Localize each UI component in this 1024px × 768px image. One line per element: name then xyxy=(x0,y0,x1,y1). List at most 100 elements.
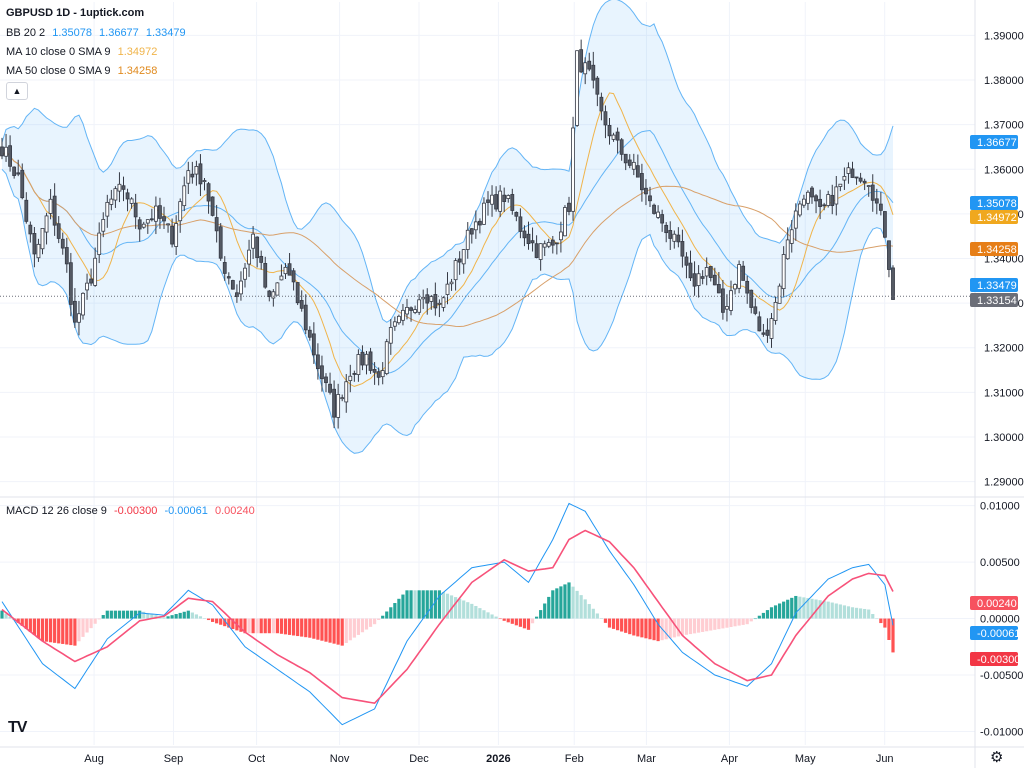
price-tag: 1.36677 xyxy=(977,137,1017,149)
candle-body xyxy=(530,240,535,244)
candle-body xyxy=(534,243,539,258)
macd-histogram-bar xyxy=(441,592,446,619)
macd-histogram-bar xyxy=(0,610,4,619)
macd-histogram-bar xyxy=(227,618,231,628)
macd-histogram-bar xyxy=(28,618,32,632)
macd-histogram-bar xyxy=(53,618,57,643)
candle-body xyxy=(190,173,195,178)
macd-histogram-bar xyxy=(61,618,65,644)
candle-body xyxy=(854,176,859,179)
time-tick-label: Nov xyxy=(330,753,350,765)
candle-body xyxy=(77,313,81,323)
bb-legend[interactable]: BB 20 2 1.35078 1.36677 1.33479 xyxy=(6,27,190,39)
macd-histogram-bar xyxy=(806,598,810,619)
candle-body xyxy=(328,383,332,393)
macd-histogram-bar xyxy=(231,618,235,629)
macd-histogram-bar xyxy=(373,618,377,625)
candle-body xyxy=(429,296,434,302)
macd-histogram-bar xyxy=(182,611,186,619)
macd-histogram-bar xyxy=(32,618,36,636)
candle-body xyxy=(121,185,126,190)
candle-body xyxy=(384,341,389,374)
candle-body xyxy=(186,170,191,184)
candle-body xyxy=(243,267,247,280)
chart-title: GBPUSD 1D - 1uptick.com xyxy=(6,7,145,19)
macd-histogram-bar xyxy=(65,618,69,645)
collapse-legend-button[interactable]: ▲ xyxy=(6,82,28,100)
candle-body xyxy=(89,278,93,284)
candle-body xyxy=(542,243,547,248)
candle-body xyxy=(733,284,737,290)
candle-body xyxy=(611,134,616,140)
candle-body xyxy=(518,216,523,232)
candle-body xyxy=(644,187,648,195)
macd-histogram-bar xyxy=(668,618,672,639)
macd-histogram-bar xyxy=(575,590,579,619)
macd-histogram-bar xyxy=(287,618,292,635)
macd-histogram-bar xyxy=(308,618,312,638)
macd-histogram-bar xyxy=(543,603,547,619)
candle-body xyxy=(538,243,543,260)
macd-histogram-bar xyxy=(360,618,365,633)
bb-legend-basis: 1.35078 xyxy=(52,27,92,39)
candle-body xyxy=(559,231,563,241)
macd-histogram-bar xyxy=(522,618,527,629)
macd-histogram-bar xyxy=(883,618,887,628)
candle-body xyxy=(230,280,235,290)
macd-histogram-bar xyxy=(879,618,883,624)
candle-body xyxy=(68,262,73,305)
candle-body xyxy=(721,288,725,313)
macd-histogram-bar xyxy=(871,614,875,619)
candle-body xyxy=(579,49,584,73)
candle-body xyxy=(251,233,256,249)
macd-histogram-bar xyxy=(652,618,656,641)
candle-body xyxy=(607,125,612,137)
candle-body xyxy=(396,315,401,324)
chart-title-legend: GBPUSD 1D - 1uptick.com xyxy=(6,7,148,19)
candle-body xyxy=(170,225,175,245)
macd-histogram-bar xyxy=(765,610,770,619)
price-tick-label: 1.29000 xyxy=(984,477,1024,489)
candle-body xyxy=(24,199,29,222)
price-tick-label: 1.31000 xyxy=(984,387,1024,399)
price-tag-bg xyxy=(970,242,1018,256)
macd-histogram-bar xyxy=(89,618,93,629)
candle-body xyxy=(271,291,276,299)
candle-body xyxy=(64,247,69,265)
macd-histogram-bar xyxy=(676,618,680,637)
gear-icon[interactable]: ⚙ xyxy=(990,749,1004,766)
macd-histogram-bar xyxy=(24,618,28,629)
candle-body xyxy=(307,329,312,338)
candle-body xyxy=(729,290,733,311)
ma10-legend[interactable]: MA 10 close 0 SMA 9 1.34972 xyxy=(6,46,161,58)
macd-histogram-bar xyxy=(417,590,421,619)
candle-body xyxy=(850,168,855,178)
macd-histogram-bar xyxy=(701,618,705,632)
time-tick-label: Jun xyxy=(876,753,894,765)
ma50-legend[interactable]: MA 50 close 0 SMA 9 1.34258 xyxy=(6,65,161,77)
candle-body xyxy=(765,329,770,336)
candle-body xyxy=(797,203,802,216)
macd-histogram-bar xyxy=(778,603,782,619)
macd-histogram-bar xyxy=(875,618,879,620)
macd-histogram-bar xyxy=(304,618,308,638)
candle-body xyxy=(214,217,219,232)
candle-body xyxy=(113,188,118,201)
candle-body xyxy=(814,195,818,202)
candle-body xyxy=(344,381,349,403)
candle-body xyxy=(174,223,179,247)
candle-body xyxy=(125,192,130,200)
candle-body xyxy=(842,176,847,181)
candle-body xyxy=(4,146,8,157)
macd-histogram-bar xyxy=(535,616,539,619)
candle-body xyxy=(336,394,341,418)
macd-histogram-bar xyxy=(466,602,470,619)
candle-body xyxy=(441,297,446,308)
candle-body xyxy=(603,111,608,126)
macd-histogram-bar xyxy=(628,618,632,635)
tradingview-logo[interactable]: TV xyxy=(8,719,27,736)
macd-legend[interactable]: MACD 12 26 close 9 -0.00300 -0.00061 0.0… xyxy=(6,505,259,517)
candle-body xyxy=(623,153,628,164)
macd-histogram-bar xyxy=(688,618,693,635)
